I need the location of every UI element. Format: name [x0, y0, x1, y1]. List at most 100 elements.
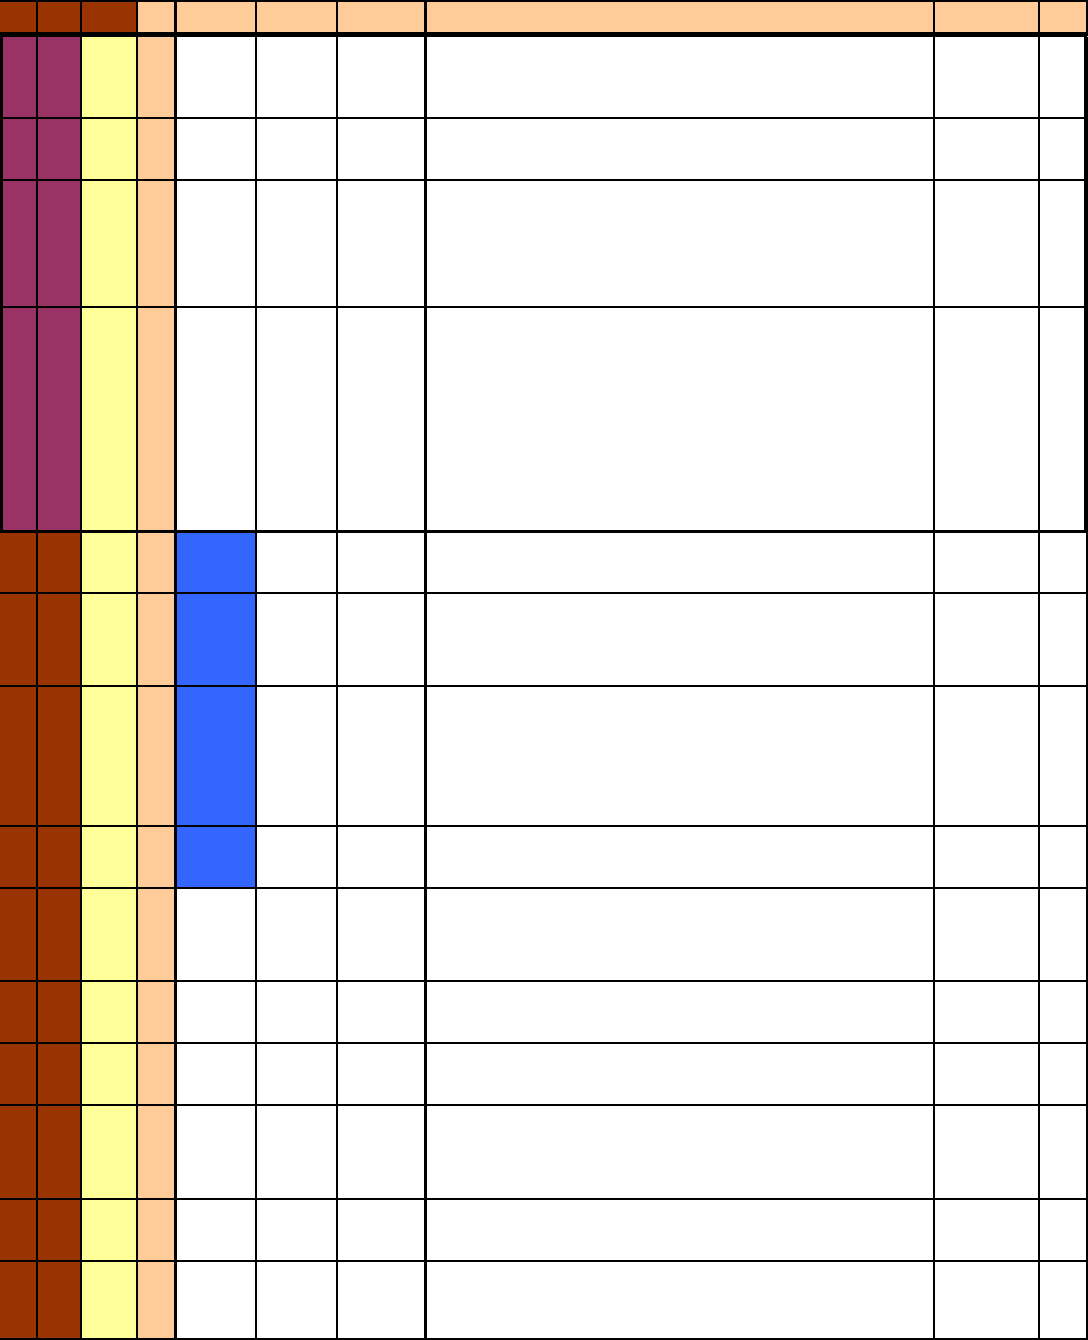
cell-r10-c5[interactable] — [177, 982, 257, 1044]
cell-r5-c6[interactable] — [257, 532, 338, 594]
cell-r11-c8[interactable] — [427, 1044, 935, 1106]
cell-r1-c9[interactable] — [935, 34, 1040, 119]
cell-r14-c3[interactable] — [82, 1262, 138, 1340]
cell-r12-c10[interactable] — [1040, 1106, 1088, 1200]
cell-r7-c3[interactable] — [82, 687, 138, 827]
cell-r13-c7[interactable] — [338, 1200, 427, 1262]
cell-r8-c8[interactable] — [427, 827, 935, 889]
cell-r13-c6[interactable] — [257, 1200, 338, 1262]
cell-r4-c10[interactable] — [1040, 308, 1088, 532]
cell-r10-c9[interactable] — [935, 982, 1040, 1044]
cell-r10-c1[interactable] — [0, 982, 38, 1044]
cell-r1-c10[interactable] — [1040, 34, 1088, 119]
header-cell-3[interactable] — [82, 0, 138, 34]
header-cell-6[interactable] — [257, 0, 338, 34]
cell-r2-c9[interactable] — [935, 119, 1040, 181]
cell-r14-c10[interactable] — [1040, 1262, 1088, 1340]
cell-r3-c6[interactable] — [257, 181, 338, 308]
cell-r2-c4[interactable] — [138, 119, 177, 181]
cell-r9-c1[interactable] — [0, 889, 38, 982]
cell-r6-c4[interactable] — [138, 594, 177, 687]
cell-r14-c7[interactable] — [338, 1262, 427, 1340]
cell-r2-c7[interactable] — [338, 119, 427, 181]
cell-r14-c1[interactable] — [0, 1262, 38, 1340]
cell-r9-c2[interactable] — [38, 889, 82, 982]
header-cell-2[interactable] — [38, 0, 82, 34]
cell-r4-c8[interactable] — [427, 308, 935, 532]
cell-r2-c3[interactable] — [82, 119, 138, 181]
header-cell-10[interactable] — [1040, 0, 1088, 34]
cell-r14-c4[interactable] — [138, 1262, 177, 1340]
header-cell-9[interactable] — [935, 0, 1040, 34]
cell-r4-c5[interactable] — [177, 308, 257, 532]
cell-r7-c10[interactable] — [1040, 687, 1088, 827]
cell-r3-c10[interactable] — [1040, 181, 1088, 308]
cell-r6-c9[interactable] — [935, 594, 1040, 687]
cell-r9-c3[interactable] — [82, 889, 138, 982]
cell-r2-c1[interactable] — [0, 119, 38, 181]
cell-r4-c2[interactable] — [38, 308, 82, 532]
header-cell-7[interactable] — [338, 0, 427, 34]
cell-r4-c4[interactable] — [138, 308, 177, 532]
cell-r7-c5[interactable] — [177, 687, 257, 827]
cell-r2-c8[interactable] — [427, 119, 935, 181]
cell-r3-c4[interactable] — [138, 181, 177, 308]
header-cell-4[interactable] — [138, 0, 177, 34]
cell-r11-c7[interactable] — [338, 1044, 427, 1106]
cell-r10-c2[interactable] — [38, 982, 82, 1044]
cell-r5-c2[interactable] — [38, 532, 82, 594]
cell-r1-c3[interactable] — [82, 34, 138, 119]
cell-r5-c1[interactable] — [0, 532, 38, 594]
cell-r11-c2[interactable] — [38, 1044, 82, 1106]
cell-r4-c6[interactable] — [257, 308, 338, 532]
cell-r12-c2[interactable] — [38, 1106, 82, 1200]
cell-r14-c5[interactable] — [177, 1262, 257, 1340]
cell-r8-c2[interactable] — [38, 827, 82, 889]
cell-r11-c6[interactable] — [257, 1044, 338, 1106]
cell-r12-c8[interactable] — [427, 1106, 935, 1200]
cell-r6-c10[interactable] — [1040, 594, 1088, 687]
cell-r12-c4[interactable] — [138, 1106, 177, 1200]
cell-r5-c10[interactable] — [1040, 532, 1088, 594]
cell-r2-c2[interactable] — [38, 119, 82, 181]
cell-r6-c1[interactable] — [0, 594, 38, 687]
cell-r1-c6[interactable] — [257, 34, 338, 119]
cell-r3-c8[interactable] — [427, 181, 935, 308]
cell-r6-c5[interactable] — [177, 594, 257, 687]
cell-r9-c6[interactable] — [257, 889, 338, 982]
cell-r7-c4[interactable] — [138, 687, 177, 827]
cell-r13-c2[interactable] — [38, 1200, 82, 1262]
cell-r13-c5[interactable] — [177, 1200, 257, 1262]
cell-r1-c2[interactable] — [38, 34, 82, 119]
cell-r6-c2[interactable] — [38, 594, 82, 687]
cell-r10-c4[interactable] — [138, 982, 177, 1044]
cell-r12-c6[interactable] — [257, 1106, 338, 1200]
cell-r9-c4[interactable] — [138, 889, 177, 982]
cell-r12-c9[interactable] — [935, 1106, 1040, 1200]
cell-r1-c7[interactable] — [338, 34, 427, 119]
cell-r14-c6[interactable] — [257, 1262, 338, 1340]
cell-r8-c10[interactable] — [1040, 827, 1088, 889]
cell-r13-c3[interactable] — [82, 1200, 138, 1262]
cell-r5-c5[interactable] — [177, 532, 257, 594]
header-cell-1[interactable] — [0, 0, 38, 34]
cell-r3-c2[interactable] — [38, 181, 82, 308]
cell-r4-c1[interactable] — [0, 308, 38, 532]
cell-r3-c7[interactable] — [338, 181, 427, 308]
cell-r5-c9[interactable] — [935, 532, 1040, 594]
cell-r12-c5[interactable] — [177, 1106, 257, 1200]
cell-r9-c9[interactable] — [935, 889, 1040, 982]
cell-r7-c7[interactable] — [338, 687, 427, 827]
cell-r5-c7[interactable] — [338, 532, 427, 594]
cell-r5-c3[interactable] — [82, 532, 138, 594]
cell-r9-c5[interactable] — [177, 889, 257, 982]
cell-r7-c2[interactable] — [38, 687, 82, 827]
cell-r11-c4[interactable] — [138, 1044, 177, 1106]
header-cell-5[interactable] — [177, 0, 257, 34]
cell-r3-c5[interactable] — [177, 181, 257, 308]
cell-r1-c8[interactable] — [427, 34, 935, 119]
cell-r10-c3[interactable] — [82, 982, 138, 1044]
cell-r3-c3[interactable] — [82, 181, 138, 308]
cell-r6-c3[interactable] — [82, 594, 138, 687]
cell-r7-c9[interactable] — [935, 687, 1040, 827]
